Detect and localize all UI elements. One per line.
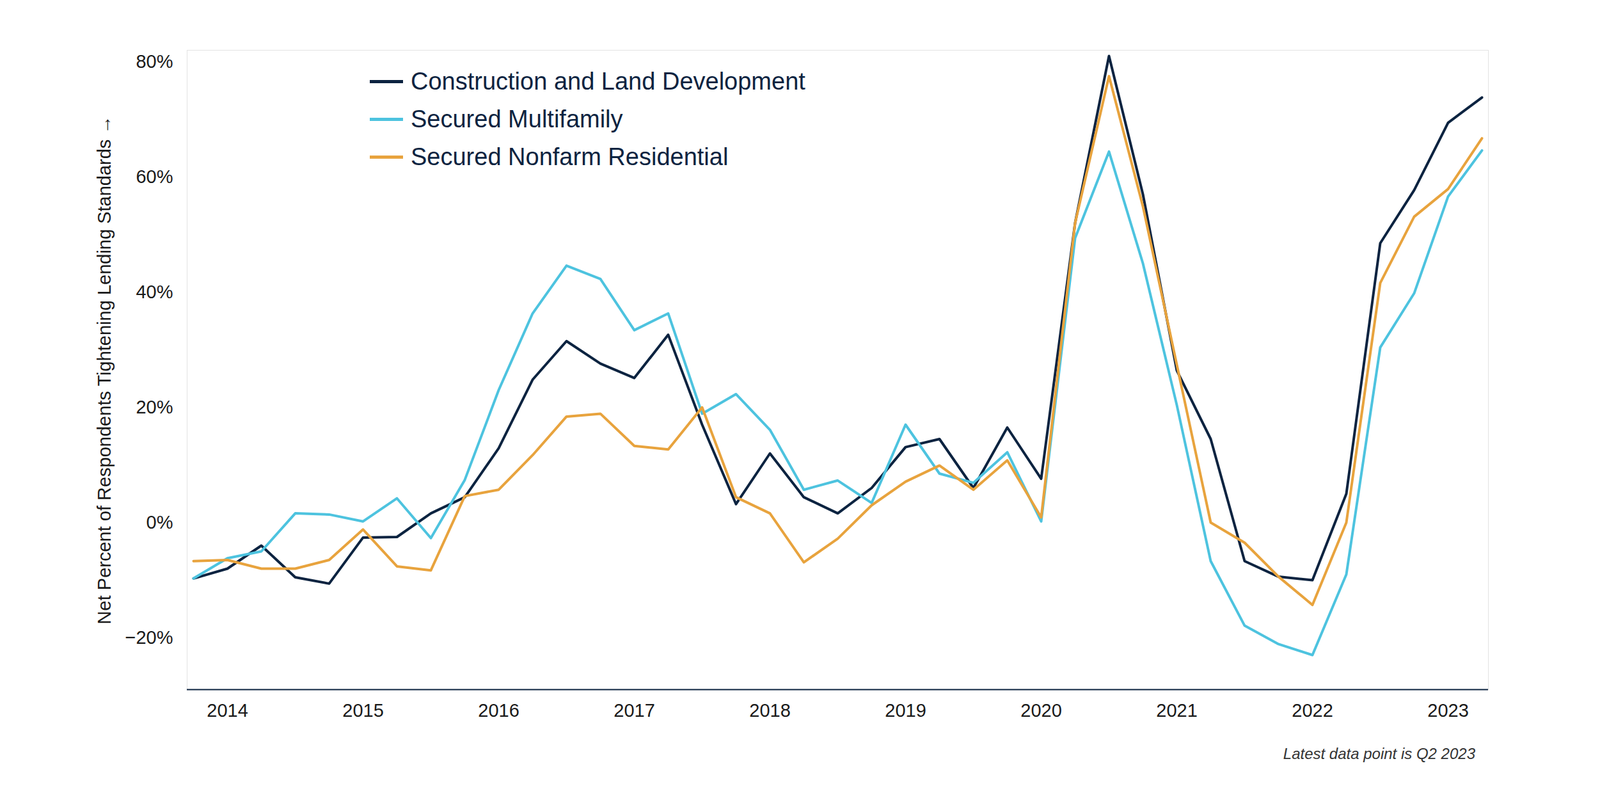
svg-text:0%: 0% — [146, 511, 174, 533]
svg-text:Net Percent of Respondents Tig: Net Percent of Respondents Tightening Le… — [94, 115, 115, 625]
svg-text:2019: 2019 — [884, 699, 927, 721]
svg-text:2023: 2023 — [1427, 699, 1469, 721]
svg-text:2018: 2018 — [749, 699, 791, 721]
svg-text:2015: 2015 — [342, 699, 384, 721]
svg-text:2014: 2014 — [206, 699, 249, 721]
svg-text:2022: 2022 — [1291, 699, 1334, 721]
svg-text:2016: 2016 — [477, 699, 520, 721]
svg-text:80%: 80% — [135, 51, 173, 72]
svg-text:−20%: −20% — [125, 626, 174, 648]
html-text:Secured Multifamily: Secured Multifamily — [410, 105, 623, 133]
html-text:Secured Nonfarm Residential: Secured Nonfarm Residential — [410, 143, 729, 171]
svg-text:2020: 2020 — [1020, 699, 1062, 721]
html-text:Construction and Land Developm: Construction and Land Development — [410, 67, 806, 95]
svg-text:40%: 40% — [135, 281, 173, 302]
svg-text:2017: 2017 — [613, 699, 656, 721]
svg-text:2021: 2021 — [1156, 699, 1198, 721]
svg-text:20%: 20% — [135, 396, 173, 418]
html-text:Latest data point is Q2 2023: Latest data point is Q2 2023 — [1283, 744, 1476, 762]
svg-text:60%: 60% — [135, 166, 173, 187]
